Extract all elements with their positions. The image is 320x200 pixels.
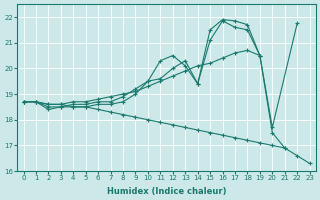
X-axis label: Humidex (Indice chaleur): Humidex (Indice chaleur)	[107, 187, 226, 196]
